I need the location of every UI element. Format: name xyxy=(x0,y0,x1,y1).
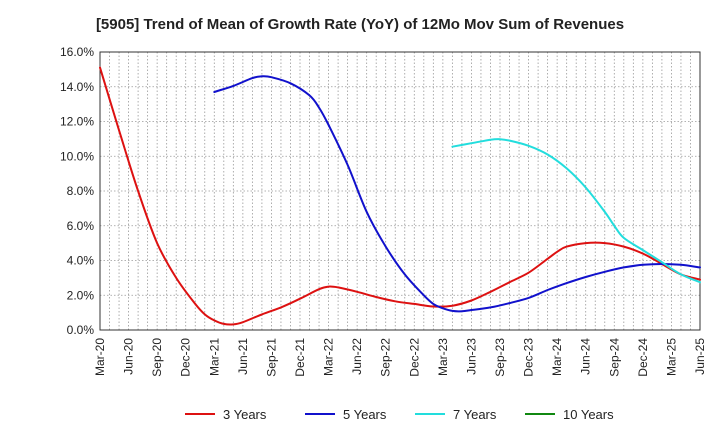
x-tick-label: Dec-20 xyxy=(179,338,193,377)
series-line-7-years xyxy=(451,138,701,284)
y-tick-label: 4.0% xyxy=(67,254,95,268)
y-tick-label: 10.0% xyxy=(60,149,94,163)
x-tick-label: Dec-21 xyxy=(293,338,307,377)
legend-label-3-years: 3 Years xyxy=(223,407,267,422)
x-tick-label: Dec-22 xyxy=(407,338,421,377)
x-tick-label: Dec-23 xyxy=(522,338,536,377)
x-tick-label: Mar-24 xyxy=(550,338,564,376)
x-tick-label: Mar-25 xyxy=(664,338,678,376)
x-tick-label: Mar-21 xyxy=(207,338,221,376)
y-tick-label: 8.0% xyxy=(67,184,95,198)
y-tick-label: 16.0% xyxy=(60,45,94,59)
x-tick-label: Sep-20 xyxy=(150,338,164,377)
x-tick-label: Jun-22 xyxy=(350,338,364,375)
y-tick-label: 6.0% xyxy=(67,219,95,233)
series-line-5-years xyxy=(213,75,701,313)
x-tick-label: Jun-24 xyxy=(579,338,593,375)
legend-label-7-years: 7 Years xyxy=(453,407,497,422)
y-tick-label: 14.0% xyxy=(60,80,94,94)
series-line-3-years xyxy=(99,66,701,326)
y-tick-label: 0.0% xyxy=(67,323,95,337)
legend-label-5-years: 5 Years xyxy=(343,407,387,422)
x-tick-label: Sep-21 xyxy=(264,338,278,377)
x-tick-label: Jun-20 xyxy=(122,338,136,375)
x-tick-label: Jun-25 xyxy=(693,338,707,375)
plot-border xyxy=(99,51,701,331)
x-tick-label: Mar-23 xyxy=(436,338,450,376)
plot-area xyxy=(100,52,700,330)
x-tick-label: Jun-23 xyxy=(464,338,478,375)
chart-title: [5905] Trend of Mean of Growth Rate (YoY… xyxy=(95,16,625,33)
y-tick-label: 2.0% xyxy=(67,288,95,302)
x-tick-label: Dec-24 xyxy=(636,338,650,377)
y-tick-label: 12.0% xyxy=(60,115,94,129)
x-tick-label: Sep-24 xyxy=(607,338,621,377)
x-tick-label: Sep-23 xyxy=(493,338,507,377)
x-tick-label: Mar-20 xyxy=(93,338,107,376)
x-tick-label: Jun-21 xyxy=(236,338,250,375)
x-tick-label: Mar-22 xyxy=(322,338,336,376)
legend-label-10-years: 10 Years xyxy=(563,407,614,422)
x-tick-label: Sep-22 xyxy=(379,338,393,377)
